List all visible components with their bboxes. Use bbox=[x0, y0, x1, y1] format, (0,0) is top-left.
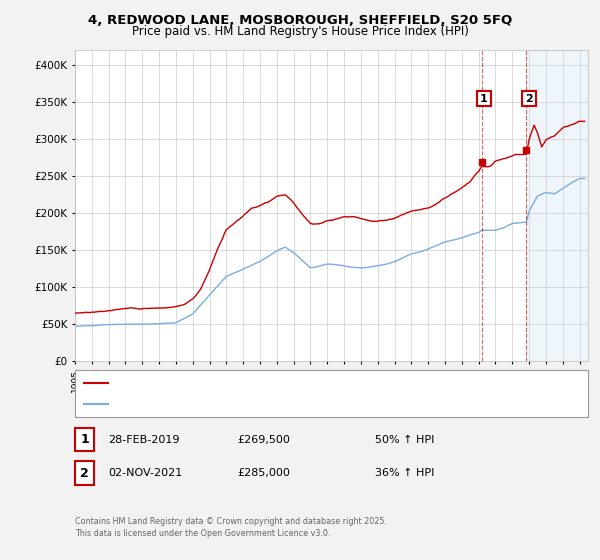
Text: 1: 1 bbox=[480, 94, 488, 104]
Text: 28-FEB-2019: 28-FEB-2019 bbox=[108, 435, 179, 445]
Text: 4, REDWOOD LANE, MOSBOROUGH, SHEFFIELD, S20 5FQ (semi-detached house): 4, REDWOOD LANE, MOSBOROUGH, SHEFFIELD, … bbox=[111, 379, 494, 388]
Text: 4, REDWOOD LANE, MOSBOROUGH, SHEFFIELD, S20 5FQ: 4, REDWOOD LANE, MOSBOROUGH, SHEFFIELD, … bbox=[88, 14, 512, 27]
Text: Contains HM Land Registry data © Crown copyright and database right 2025.
This d: Contains HM Land Registry data © Crown c… bbox=[75, 517, 387, 538]
Text: HPI: Average price, semi-detached house, Sheffield: HPI: Average price, semi-detached house,… bbox=[111, 399, 355, 408]
Text: £269,500: £269,500 bbox=[237, 435, 290, 445]
Text: Price paid vs. HM Land Registry's House Price Index (HPI): Price paid vs. HM Land Registry's House … bbox=[131, 25, 469, 38]
Text: £285,000: £285,000 bbox=[237, 468, 290, 478]
Bar bbox=[526, 50, 588, 361]
Text: 36% ↑ HPI: 36% ↑ HPI bbox=[375, 468, 434, 478]
Text: 2: 2 bbox=[525, 94, 533, 104]
Text: 2: 2 bbox=[80, 466, 89, 480]
Text: 1: 1 bbox=[80, 433, 89, 446]
Text: 50% ↑ HPI: 50% ↑ HPI bbox=[375, 435, 434, 445]
Text: 02-NOV-2021: 02-NOV-2021 bbox=[108, 468, 182, 478]
